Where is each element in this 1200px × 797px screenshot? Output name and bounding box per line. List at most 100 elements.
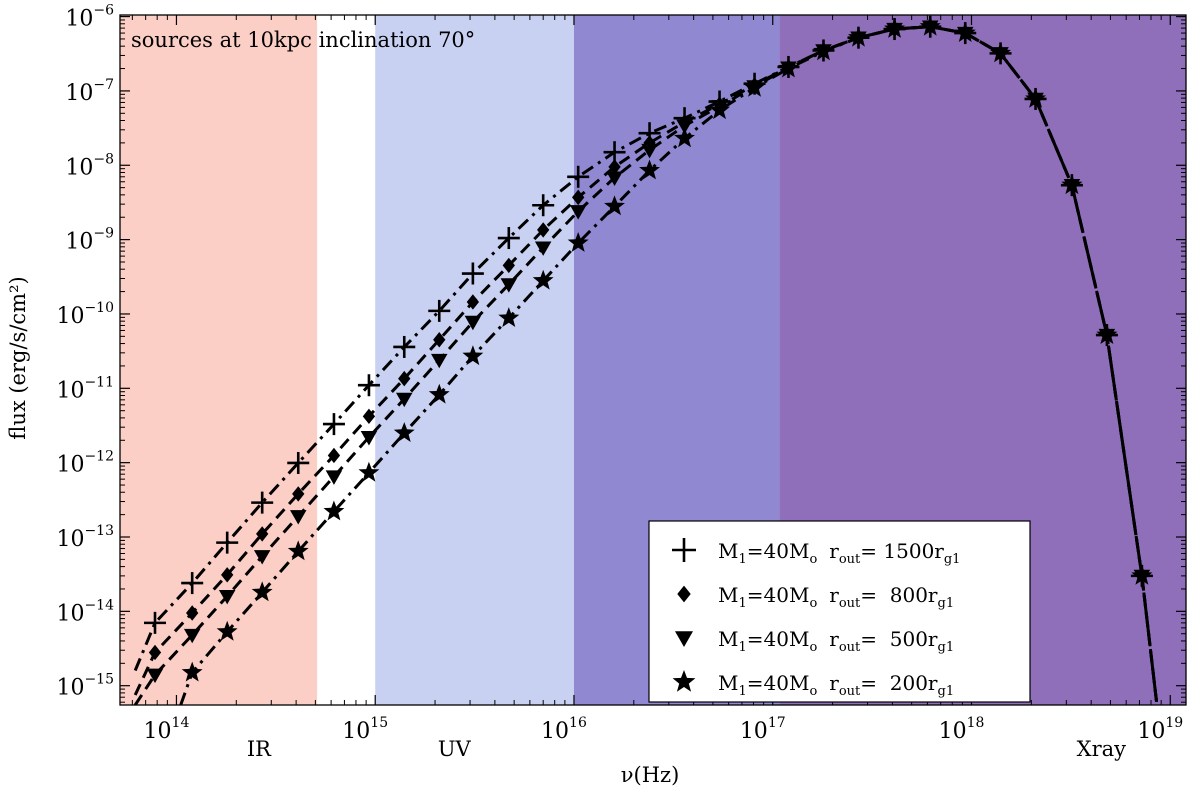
marker-star [639,159,660,180]
marker-star [604,195,625,216]
x-tick-label: 1016 [541,715,587,744]
axis-ticks [120,15,1186,705]
marker-plus [497,227,520,250]
legend: M1=40Mo rout= 1500rg1 M1=40Mo rout= 800rg1 M… [648,520,1031,703]
x-tick-label: 1017 [740,715,786,744]
legend-item-diamond: M1=40Mo rout= 800rg1 [677,583,954,611]
series-markers [144,15,1153,684]
marker-plus [287,451,310,474]
marker-plus [461,262,484,285]
marker-star [919,15,941,36]
marker-diamond [148,644,162,661]
legend-label: M1=40Mo rout= 200rg1 [718,671,954,699]
marker-diamond [466,294,480,310]
y-tick-label: 10−14 [56,597,114,626]
marker-diamond [221,567,234,583]
legend-label: M1=40Mo rout= 800rg1 [718,583,954,611]
marker-star [532,269,554,290]
marker-star [251,581,273,602]
band-ir [120,15,318,705]
marker-star [744,76,765,97]
marker-triangle [289,510,307,525]
band-label-uv: UV [438,737,472,761]
marker-star [1096,324,1118,344]
y-tick-label: 10−8 [65,151,114,180]
marker-plus [532,194,555,217]
y-tick-label: 10−12 [56,449,114,478]
marker-star [1131,564,1153,585]
marker-plus [393,335,416,358]
legend-marker-triangle [675,631,693,647]
marker-star [1025,87,1046,108]
marker-star [393,422,415,442]
marker-plus [216,531,239,554]
band-label-xray: Xray [1077,737,1127,761]
marker-triangle [325,470,343,485]
marker-triangle [500,278,518,293]
band-label-ir: IR [247,737,272,761]
marker-triangle [676,119,693,135]
marker-star [778,57,799,78]
marker-star [181,661,203,682]
y-tick-label: 10−6 [65,3,114,32]
marker-diamond [256,526,269,542]
y-axis-label: flux (erg/s/cm²) [6,276,30,439]
marker-diamond [186,605,199,621]
marker-diamond [572,189,585,206]
marker-star [428,383,450,404]
legend-label: M1=40Mo rout= 1500rg1 [718,539,960,567]
marker-triangle [396,392,413,408]
y-tick-label: 10−7 [65,77,114,106]
marker-star [848,26,869,47]
marker-star [674,127,695,148]
marker-star [358,461,380,482]
axis-tick-labels: 1014 1015 1016 1017 1018 1019 10−15 10−14 10−13 1… [56,3,1183,744]
marker-diamond [292,486,305,502]
legend-item-star: M1=40Mo rout= 200rg1 [672,670,954,699]
x-tick-label: 1014 [144,715,190,744]
marker-plus [428,299,451,322]
marker-triangle [534,241,552,256]
y-tick-label: 10−10 [56,300,114,329]
marker-plus [322,413,345,436]
y-tick-label: 10−13 [56,523,114,552]
chart-annotation: sources at 10kpc inclination 70° [131,28,475,52]
marker-triangle [431,353,448,369]
marker-star [709,99,730,120]
band-labels: IR UV Xray [247,737,1126,761]
marker-star [1061,174,1083,195]
marker-plus [357,374,380,397]
marker-triangle [183,628,201,644]
marker-star [287,540,309,561]
marker-star [990,42,1011,63]
plot-frame [119,14,1187,706]
marker-diamond [502,257,515,274]
legend-item-triangle: M1=40Mo rout= 500rg1 [675,627,954,655]
marker-triangle [569,205,587,220]
marker-diamond [362,408,376,425]
x-tick-label: 1018 [939,715,985,744]
legend-marker-diamond [677,585,691,603]
marker-star [216,620,238,641]
marker-diamond [398,370,411,387]
x-tick-label: 1015 [342,715,388,744]
marker-star [954,22,976,42]
marker-star [498,307,520,327]
marker-star [567,232,589,252]
x-tick-label: 1019 [1137,715,1183,744]
legend-box [648,520,1031,703]
marker-triangle [606,171,623,186]
marker-diamond [608,159,621,175]
marker-star [323,500,345,521]
marker-star [462,345,484,366]
y-tick-label: 10−9 [65,226,114,255]
marker-diamond [327,447,341,464]
marker-plus [567,165,590,188]
marker-plus [144,611,167,634]
legend-label: M1=40Mo rout= 500rg1 [718,627,954,655]
marker-triangle [253,550,271,565]
marker-plus [181,572,204,595]
marker-diamond [433,332,446,348]
marker-star [813,40,834,61]
marker-triangle [360,431,378,446]
